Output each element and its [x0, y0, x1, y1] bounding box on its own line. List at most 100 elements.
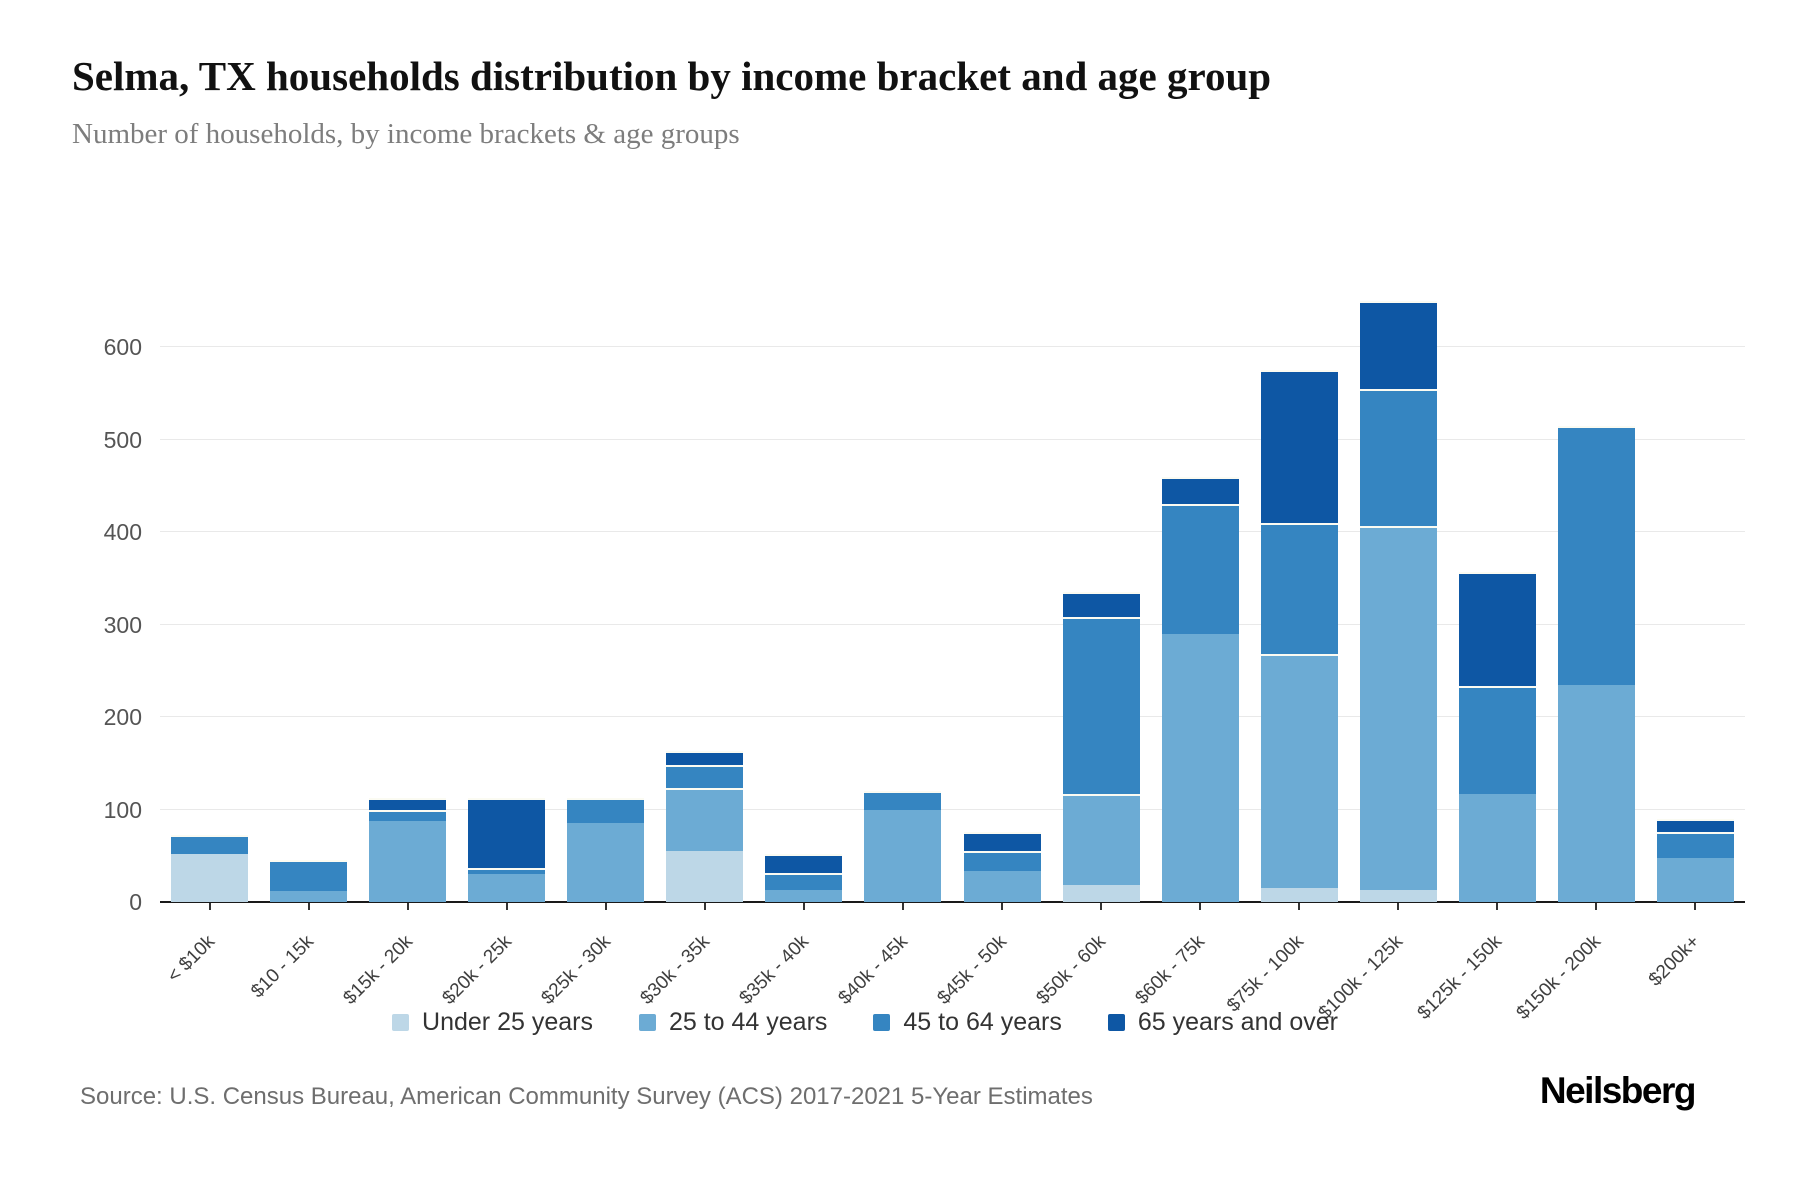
bar-segment[interactable]: [1458, 686, 1536, 794]
bar-segment[interactable]: [963, 851, 1041, 871]
bar-segment[interactable]: [1062, 793, 1140, 886]
bar-segment[interactable]: [1062, 592, 1140, 618]
bar-segment[interactable]: [1062, 885, 1140, 902]
gridline-200: [160, 716, 1745, 717]
legend-item-2[interactable]: 45 to 64 years: [873, 1008, 1062, 1037]
bar-segment[interactable]: [468, 867, 546, 875]
x-axis-tick: [1100, 903, 1103, 910]
gridline-300: [160, 623, 1745, 625]
legend-label: 65 years and over: [1137, 1008, 1338, 1036]
bar-segment[interactable]: [1557, 425, 1635, 685]
bar-segment[interactable]: [1656, 857, 1734, 902]
y-tick-label-0: 0: [129, 889, 142, 915]
x-axis-tick: [1595, 903, 1598, 910]
x-axis-tick: [703, 903, 706, 910]
bar-segment[interactable]: [369, 798, 447, 810]
bar-segment[interactable]: [666, 751, 744, 766]
bar-segment[interactable]: [369, 820, 447, 902]
bar-segment[interactable]: [963, 870, 1041, 902]
legend-label: 45 to 64 years: [903, 1008, 1062, 1036]
y-tick-label-600: 600: [103, 334, 142, 360]
bar-segment[interactable]: [666, 851, 744, 902]
gridline-400: [160, 531, 1745, 532]
bar-stack-1: [270, 860, 348, 902]
bar-segment[interactable]: [1557, 684, 1635, 902]
bar-stack-3: [468, 798, 546, 902]
gridline-100: [160, 808, 1745, 810]
y-tick-label-200: 200: [103, 704, 142, 730]
bar-segment[interactable]: [1260, 522, 1338, 655]
bar-segment[interactable]: [1458, 793, 1536, 902]
bar-segment[interactable]: [270, 860, 348, 891]
bar-segment[interactable]: [1260, 370, 1338, 523]
bar-segment[interactable]: [369, 809, 447, 821]
legend-item-1[interactable]: 25 to 44 years: [638, 1008, 828, 1037]
x-axis-tick: [1496, 903, 1499, 910]
bar-stack-13: [1458, 571, 1536, 902]
x-axis-tick: [208, 903, 211, 910]
bar-stack-2: [369, 798, 447, 902]
x-axis-tick: [1397, 903, 1400, 910]
bar-segment[interactable]: [765, 853, 843, 874]
bar-segment[interactable]: [567, 798, 645, 824]
bar-stack-5: [666, 751, 744, 902]
legend-swatch-icon: [392, 1014, 410, 1031]
bar-segment[interactable]: [468, 798, 546, 868]
bar-stack-11: [1260, 370, 1338, 902]
bar-stack-12: [1359, 300, 1437, 902]
bar-segment[interactable]: [963, 831, 1041, 852]
bar-segment[interactable]: [270, 890, 348, 902]
gridline-500: [160, 438, 1745, 440]
bar-segment[interactable]: [1161, 504, 1239, 634]
x-axis-tick: [604, 903, 607, 910]
bar-stack-6: [765, 853, 843, 902]
brand-logo: Neilsberg: [1539, 1070, 1697, 1111]
bar-segment[interactable]: [171, 835, 249, 854]
x-axis-tick: [1298, 903, 1301, 910]
bar-segment[interactable]: [864, 809, 942, 902]
bar-segment[interactable]: [1161, 476, 1239, 505]
bar-segment[interactable]: [1062, 617, 1140, 794]
bar-stack-10: [1161, 476, 1239, 902]
bar-segment[interactable]: [765, 873, 843, 890]
bar-segment[interactable]: [666, 788, 744, 852]
bar-segment[interactable]: [171, 853, 249, 902]
plot-area: [160, 300, 1745, 903]
source-note: Source: U.S. Census Bureau, American Com…: [80, 1083, 1093, 1110]
legend-swatch-icon: [1107, 1014, 1125, 1031]
bar-segment[interactable]: [1359, 388, 1437, 526]
legend-label: Under 25 years: [422, 1008, 593, 1036]
x-axis-tick: [406, 903, 409, 910]
legend-label: 25 to 44 years: [668, 1008, 828, 1036]
bar-stack-4: [567, 798, 645, 902]
bar-stack-9: [1062, 592, 1140, 902]
y-tick-label-300: 300: [103, 611, 142, 638]
bar-stack-8: [963, 831, 1041, 902]
x-axis-tick: [1199, 903, 1202, 910]
x-axis-tick: [1001, 903, 1004, 910]
gridline-600: [160, 346, 1745, 347]
bar-segment[interactable]: [765, 889, 843, 902]
bar-segment[interactable]: [864, 791, 942, 810]
bar-segment[interactable]: [1260, 654, 1338, 889]
bar-segment[interactable]: [1656, 831, 1734, 858]
x-axis-tick: [901, 903, 904, 910]
y-tick-label-500: 500: [103, 426, 142, 453]
bar-stack-14: [1557, 425, 1635, 902]
bar-segment[interactable]: [1260, 888, 1338, 902]
legend-item-0[interactable]: Under 25 years: [392, 1008, 593, 1037]
bar-segment[interactable]: [1359, 525, 1437, 890]
bar-segment[interactable]: [1161, 633, 1239, 902]
bar-segment[interactable]: [1458, 571, 1536, 687]
x-axis-tick: [802, 903, 805, 910]
bar-segment[interactable]: [1359, 889, 1437, 902]
bar-segment[interactable]: [567, 823, 645, 902]
bar-segment[interactable]: [666, 765, 744, 789]
chart-title: Selma, TX households distribution by inc…: [72, 53, 1272, 99]
bar-segment[interactable]: [468, 874, 546, 902]
bar-segment[interactable]: [1656, 818, 1734, 832]
bar-segment[interactable]: [1359, 300, 1437, 389]
chart-legend: Under 25 years 25 to 44 years 45 to 64 yea…: [0, 1008, 1730, 1037]
legend-item-3[interactable]: 65 years and over: [1107, 1008, 1338, 1037]
